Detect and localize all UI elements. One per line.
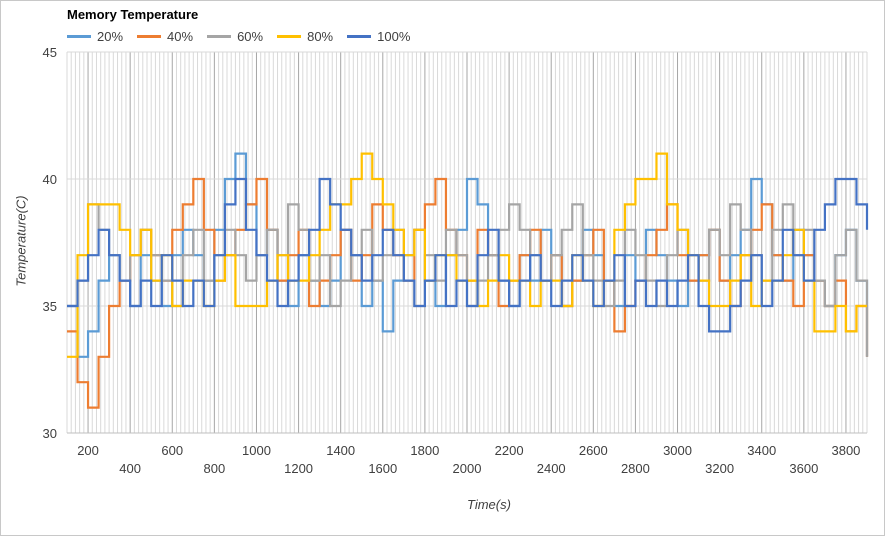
chart-legend: 20% 40% 60% 80% 100% [67,29,410,44]
x-tick-label: 2600 [579,443,608,458]
legend-swatch-100 [347,35,372,38]
x-tick-label: 1000 [242,443,271,458]
x-tick-label: 1400 [326,443,355,458]
legend-swatch-60 [207,35,232,38]
y-tick-label: 30 [43,426,57,441]
x-tick-label: 3400 [747,443,776,458]
x-tick-label: 1200 [284,461,313,476]
x-tick-label: 2200 [495,443,524,458]
legend-item-20: 20% [67,29,123,44]
chart-title: Memory Temperature [67,7,199,22]
y-tick-label: 35 [43,299,57,314]
y-tick-label: 45 [43,45,57,60]
x-tick-label: 400 [119,461,141,476]
x-tick-label: 3200 [705,461,734,476]
legend-swatch-20 [67,35,91,38]
x-tick-label: 600 [161,443,183,458]
legend-label-100: 100% [377,29,411,44]
x-tick-label: 3000 [663,443,692,458]
x-tick-label: 200 [77,443,99,458]
x-tick-label: 2000 [453,461,482,476]
y-tick-label: 40 [43,172,57,187]
legend-item-40: 40% [137,29,193,44]
legend-label-60: 60% [237,29,264,44]
x-axis-label: Time(s) [467,497,511,512]
x-tick-label: 3800 [831,443,860,458]
x-tick-label: 1600 [368,461,397,476]
x-tick-label: 3600 [789,461,818,476]
legend-swatch-80 [277,35,302,38]
series-line-100 [67,177,869,333]
legend-swatch-40 [137,35,162,38]
x-tick-label: 2400 [537,461,566,476]
x-tick-label: 2800 [621,461,650,476]
legend-label-80: 80% [307,29,334,44]
x-tick-label: 800 [204,461,226,476]
legend-label-40: 40% [167,29,194,44]
legend-label-20: 20% [97,29,124,44]
legend-item-80: 80% [277,29,333,44]
legend-item-100: 100% [347,29,410,44]
x-tick-label: 1800 [410,443,439,458]
legend-item-60: 60% [207,29,263,44]
